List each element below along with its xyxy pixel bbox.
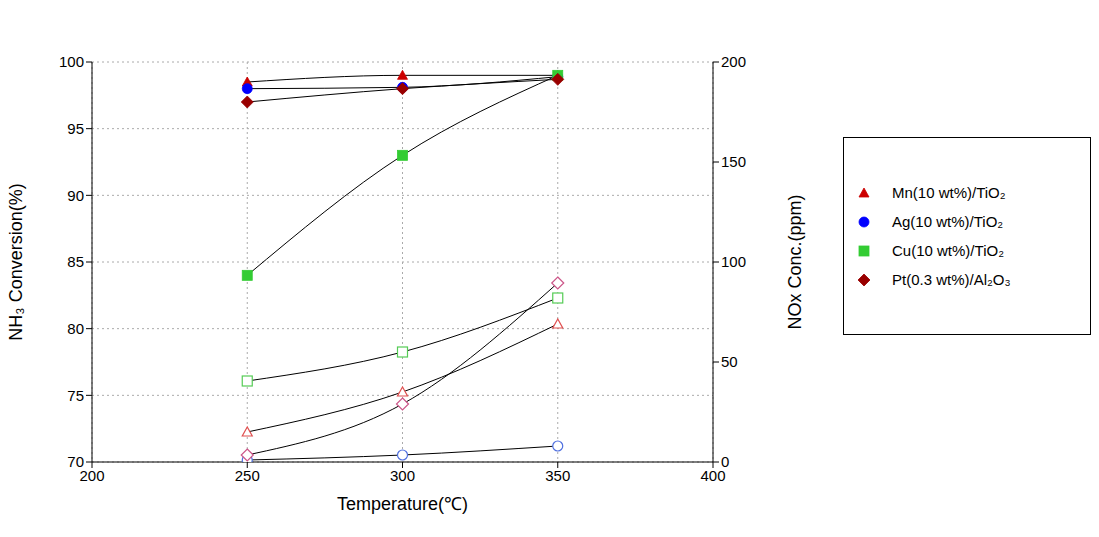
- svg-text:NH₃ Conversion(%): NH₃ Conversion(%): [8, 183, 26, 340]
- svg-text:100: 100: [721, 253, 746, 270]
- svg-text:300: 300: [390, 467, 415, 484]
- svg-text:Temperature(℃): Temperature(℃): [337, 494, 468, 514]
- svg-text:150: 150: [721, 153, 746, 170]
- svg-text:NOx Conc.(ppm): NOx Conc.(ppm): [785, 194, 805, 329]
- svg-text:85: 85: [67, 253, 84, 270]
- svg-text:350: 350: [545, 467, 570, 484]
- html-text:Cu(10 wt%)/TiO₂: Cu(10 wt%)/TiO₂: [892, 242, 1004, 259]
- svg-text:200: 200: [721, 53, 746, 70]
- html-text:Pt(0.3 wt%)/Al₂O₃: Pt(0.3 wt%)/Al₂O₃: [892, 271, 1011, 288]
- svg-text:400: 400: [700, 466, 726, 484]
- html-text:Ag(10 wt%)/TiO₂: Ag(10 wt%)/TiO₂: [892, 213, 1004, 230]
- svg-text:100: 100: [59, 53, 84, 70]
- svg-text:0: 0: [721, 453, 729, 470]
- svg-text:250: 250: [235, 467, 260, 484]
- svg-text:80: 80: [67, 320, 84, 337]
- html-text:Mn(10 wt%)/TiO₂: Mn(10 wt%)/TiO₂: [892, 184, 1006, 201]
- svg-text:75: 75: [67, 387, 84, 404]
- svg-text:50: 50: [721, 353, 738, 370]
- svg-text:200: 200: [79, 466, 105, 484]
- svg-text:70: 70: [67, 453, 84, 470]
- svg-text:90: 90: [67, 187, 84, 204]
- svg-text:95: 95: [67, 120, 84, 137]
